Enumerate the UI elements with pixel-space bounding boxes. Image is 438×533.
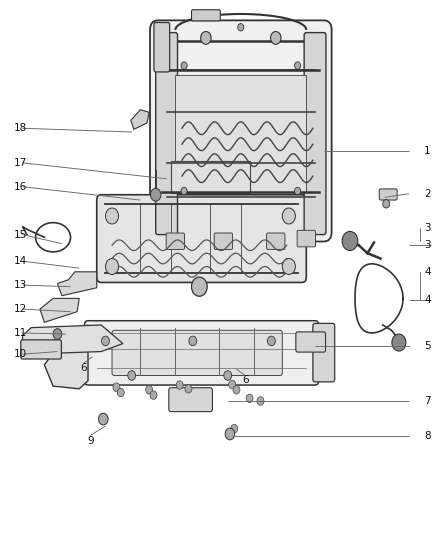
Circle shape xyxy=(342,231,358,251)
Circle shape xyxy=(246,394,253,402)
Circle shape xyxy=(257,397,264,405)
FancyBboxPatch shape xyxy=(304,33,326,235)
Text: 14: 14 xyxy=(14,256,27,266)
Text: 10: 10 xyxy=(14,349,27,359)
Circle shape xyxy=(231,424,238,433)
Circle shape xyxy=(113,383,120,391)
Text: 4: 4 xyxy=(424,295,431,305)
Circle shape xyxy=(294,62,300,69)
Circle shape xyxy=(185,384,192,393)
FancyBboxPatch shape xyxy=(21,340,61,359)
Circle shape xyxy=(99,413,108,425)
Text: 3: 3 xyxy=(424,223,431,233)
Circle shape xyxy=(128,370,136,380)
FancyBboxPatch shape xyxy=(296,332,325,352)
Text: 18: 18 xyxy=(14,123,27,133)
Circle shape xyxy=(268,336,276,346)
Text: 6: 6 xyxy=(242,375,248,385)
Circle shape xyxy=(383,199,390,208)
Circle shape xyxy=(189,336,197,346)
Text: 7: 7 xyxy=(424,396,431,406)
Text: 9: 9 xyxy=(87,435,93,446)
Circle shape xyxy=(224,370,232,380)
FancyBboxPatch shape xyxy=(155,33,177,235)
FancyBboxPatch shape xyxy=(166,233,184,249)
Circle shape xyxy=(106,208,119,224)
Circle shape xyxy=(150,188,161,201)
Circle shape xyxy=(117,388,124,397)
Circle shape xyxy=(271,31,281,44)
Circle shape xyxy=(150,391,157,399)
Polygon shape xyxy=(44,325,88,389)
FancyBboxPatch shape xyxy=(267,233,285,249)
Text: 5: 5 xyxy=(424,341,431,351)
Text: 1: 1 xyxy=(424,146,431,156)
FancyBboxPatch shape xyxy=(379,189,397,200)
Circle shape xyxy=(146,385,152,394)
Circle shape xyxy=(229,380,236,389)
Circle shape xyxy=(283,208,295,224)
FancyBboxPatch shape xyxy=(154,22,170,72)
Text: 11: 11 xyxy=(14,328,27,338)
FancyBboxPatch shape xyxy=(313,324,335,382)
Circle shape xyxy=(191,277,207,296)
Text: 17: 17 xyxy=(14,158,27,168)
FancyBboxPatch shape xyxy=(112,330,283,375)
Circle shape xyxy=(181,62,187,69)
Circle shape xyxy=(106,259,119,274)
Text: 13: 13 xyxy=(14,280,27,290)
Circle shape xyxy=(238,23,244,31)
FancyBboxPatch shape xyxy=(169,387,212,411)
Circle shape xyxy=(392,334,406,351)
Polygon shape xyxy=(57,272,97,296)
FancyBboxPatch shape xyxy=(191,10,220,21)
Circle shape xyxy=(233,385,240,394)
FancyBboxPatch shape xyxy=(97,195,306,282)
Circle shape xyxy=(53,329,62,340)
Polygon shape xyxy=(40,298,79,322)
Circle shape xyxy=(294,187,300,195)
Text: 3: 3 xyxy=(424,240,431,250)
Polygon shape xyxy=(131,110,149,130)
Text: 15: 15 xyxy=(14,230,27,240)
Circle shape xyxy=(181,187,187,195)
Text: 12: 12 xyxy=(14,304,27,314)
Text: 8: 8 xyxy=(424,431,431,441)
Circle shape xyxy=(283,259,295,274)
Text: 4: 4 xyxy=(424,267,431,277)
FancyBboxPatch shape xyxy=(297,230,315,247)
Circle shape xyxy=(176,381,183,389)
FancyBboxPatch shape xyxy=(85,321,318,385)
Bar xyxy=(175,75,306,192)
Text: 16: 16 xyxy=(14,182,27,192)
Polygon shape xyxy=(22,325,123,354)
FancyBboxPatch shape xyxy=(150,20,332,241)
Circle shape xyxy=(102,336,110,346)
Bar xyxy=(171,161,250,193)
Circle shape xyxy=(201,31,211,44)
Circle shape xyxy=(225,428,235,440)
FancyBboxPatch shape xyxy=(214,233,233,249)
Text: 2: 2 xyxy=(424,189,431,199)
Text: 6: 6 xyxy=(80,364,87,373)
